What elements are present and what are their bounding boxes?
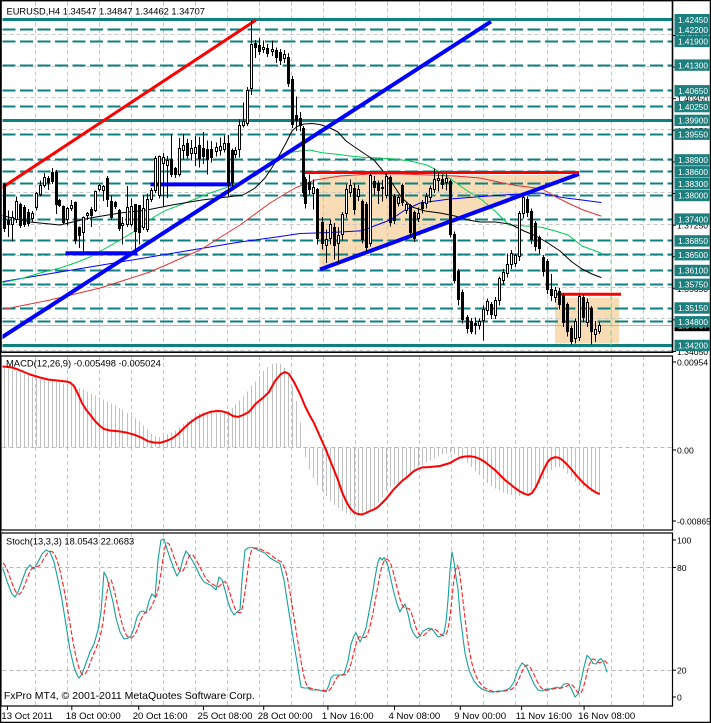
svg-text:4 Nov 08:00: 4 Nov 08:00 — [389, 711, 441, 722]
svg-text:1.38900: 1.38900 — [678, 155, 708, 165]
svg-text:1.40250: 1.40250 — [678, 102, 708, 112]
svg-text:11 Nov 16:00: 11 Nov 16:00 — [516, 711, 572, 722]
svg-text:0: 0 — [677, 693, 682, 703]
svg-text:0.00954: 0.00954 — [677, 358, 708, 368]
svg-text:20 Oct 16:00: 20 Oct 16:00 — [133, 711, 188, 722]
svg-text:1.36850: 1.36850 — [678, 236, 708, 246]
svg-text:1.41900: 1.41900 — [678, 37, 708, 47]
svg-text:80: 80 — [677, 563, 687, 573]
svg-text:1 Nov 16:00: 1 Nov 16:00 — [322, 711, 374, 722]
svg-text:20: 20 — [677, 666, 687, 676]
svg-text:1.42200: 1.42200 — [678, 25, 708, 35]
svg-text:1.40650: 1.40650 — [678, 86, 708, 96]
svg-text:1.34050: 1.34050 — [677, 347, 708, 357]
svg-text:FxPro MT4, © 2001-2011 MetaQuo: FxPro MT4, © 2001-2011 MetaQuotes Softwa… — [4, 690, 255, 702]
svg-text:1.35750: 1.35750 — [678, 280, 708, 290]
svg-text:100: 100 — [677, 536, 692, 546]
svg-text:1.37250: 1.37250 — [677, 221, 708, 231]
svg-text:1.37400: 1.37400 — [678, 214, 708, 224]
svg-text:9 Nov 00:00: 9 Nov 00:00 — [454, 711, 506, 722]
svg-text:EURUSD,H4 1.34547 1.34847 1.3: EURUSD,H4 1.34547 1.34847 1.34462 1.3470… — [7, 7, 205, 17]
svg-text:18 Oct 00:00: 18 Oct 00:00 — [66, 711, 121, 722]
svg-text:1.39900: 1.39900 — [678, 116, 708, 126]
svg-text:MACD(12,26,9) -0.005498 -0.005: MACD(12,26,9) -0.005498 -0.005024 — [6, 358, 161, 369]
svg-text:1.38300: 1.38300 — [678, 179, 708, 189]
svg-text:25 Oct 08:00: 25 Oct 08:00 — [198, 711, 253, 722]
svg-text:1.40450: 1.40450 — [677, 94, 708, 104]
svg-text:28 Oct 00:00: 28 Oct 00:00 — [258, 711, 313, 722]
svg-text:16 Nov 08:00: 16 Nov 08:00 — [578, 711, 635, 722]
svg-text:1.34200: 1.34200 — [678, 341, 708, 351]
svg-text:1.38000: 1.38000 — [678, 191, 708, 201]
svg-text:1.35150: 1.35150 — [678, 303, 708, 313]
svg-text:-0.00865: -0.00865 — [677, 517, 711, 527]
svg-text:0.00: 0.00 — [677, 446, 694, 456]
svg-text:1.38600: 1.38600 — [678, 167, 708, 177]
svg-text:1.36500: 1.36500 — [678, 250, 708, 260]
svg-text:1.41300: 1.41300 — [678, 60, 708, 70]
svg-text:1.39550: 1.39550 — [678, 129, 708, 139]
svg-text:1.42450: 1.42450 — [678, 15, 708, 25]
svg-text:1.34800: 1.34800 — [678, 317, 708, 327]
svg-text:1.36100: 1.36100 — [678, 266, 708, 276]
svg-text:13 Oct 2011: 13 Oct 2011 — [1, 711, 53, 722]
svg-text:Stoch(13,3,3) 18.0543 22.0683: Stoch(13,3,3) 18.0543 22.0683 — [6, 537, 134, 547]
